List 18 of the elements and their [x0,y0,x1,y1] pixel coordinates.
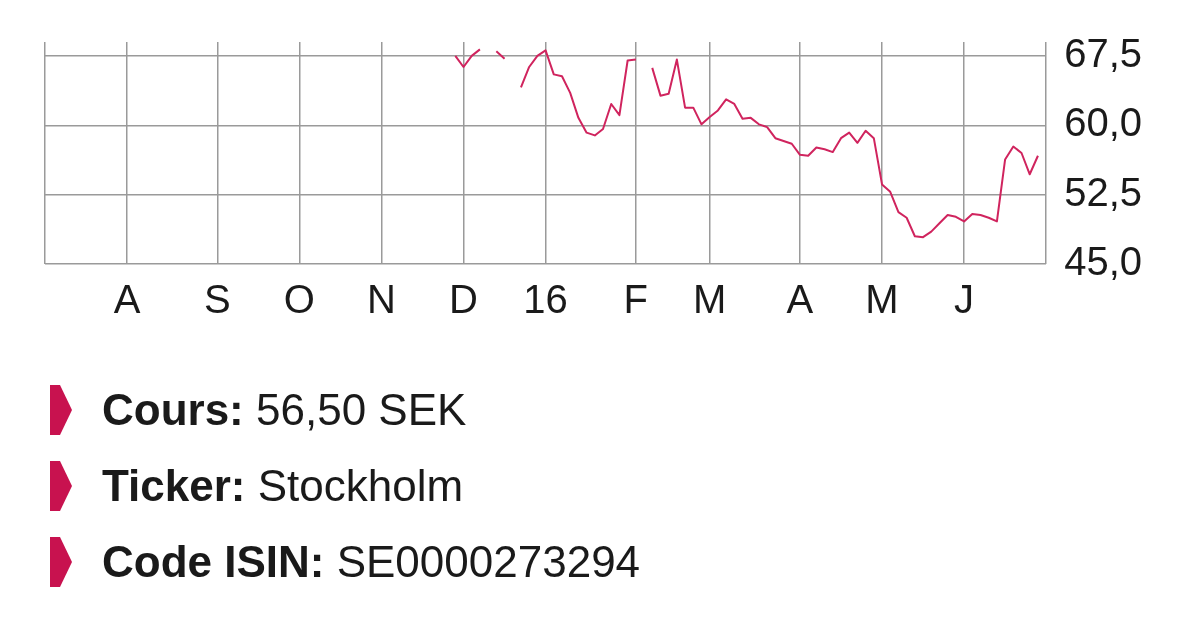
text: Cours: 56,50 SEK [102,385,467,434]
text: Code ISIN: SE0000273294 [102,537,641,586]
x-tick-label: O [283,277,315,322]
x-tick-label: J [954,277,975,322]
y-tick-label: 60,0 [1064,100,1143,145]
x-tick-label: A [786,277,814,322]
x-tick-label: M [865,277,899,322]
x-tick-label: D [449,277,478,322]
x-tick-label: 16 [523,277,568,322]
y-tick-label: 67,5 [1064,30,1143,75]
x-tick-label: M [693,277,727,322]
x-tick-label: S [203,277,231,322]
x-tick-label: F [623,277,649,322]
y-tick-label: 52,5 [1064,169,1143,214]
x-tick-label: A [113,277,141,322]
text: Ticker: Stockholm [102,461,464,510]
x-tick-label: N [367,277,396,322]
y-tick-label: 45,0 [1064,239,1143,284]
